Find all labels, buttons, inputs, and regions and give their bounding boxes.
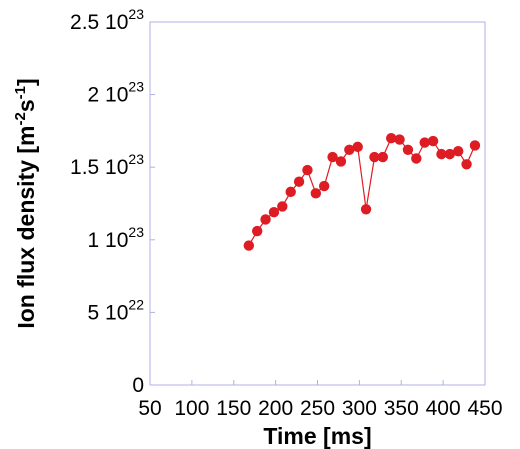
x-tick-label: 50 — [138, 397, 161, 420]
data-point — [369, 151, 380, 163]
data-point — [344, 144, 355, 155]
data-point — [327, 151, 338, 163]
x-tick-label: 400 — [426, 397, 461, 420]
y-tick-label: 5 1022 — [88, 296, 145, 324]
data-point — [436, 148, 447, 160]
data-point — [402, 144, 414, 155]
y-axis-title-suffix: ] — [13, 78, 39, 86]
y-axis-title-exp2: -1 — [12, 86, 29, 99]
y-tick-label: 2.5 1023 — [70, 6, 144, 34]
data-point — [319, 180, 330, 192]
data-point — [461, 159, 472, 170]
series-layer — [243, 132, 481, 251]
data-point — [352, 141, 363, 153]
x-axis-ticks: 50 100 150 200 250 300 350 400 450 — [138, 380, 503, 420]
y-axis-title-mid: s — [13, 99, 39, 112]
x-tick-label: 150 — [216, 397, 251, 420]
x-tick-label: 250 — [300, 397, 335, 420]
data-point — [394, 134, 405, 145]
data-point — [386, 132, 397, 144]
data-point — [444, 148, 456, 160]
y-tick-label: 1.5 1023 — [70, 151, 144, 179]
x-tick-label: 450 — [467, 397, 502, 420]
data-point — [260, 214, 271, 225]
series-line — [248, 137, 476, 246]
data-point — [277, 201, 288, 212]
data-point — [427, 135, 439, 147]
data-point — [335, 156, 347, 167]
data-point — [285, 186, 296, 198]
x-tick-label: 350 — [384, 397, 419, 420]
data-point — [293, 176, 305, 187]
data-point — [268, 207, 280, 218]
x-tick-label: 300 — [342, 397, 377, 420]
x-axis-title: Time [ms] — [263, 423, 371, 449]
y-axis-title-prefix: Ion flux density [m — [13, 125, 39, 328]
data-point — [411, 153, 422, 164]
data-point — [419, 137, 430, 148]
plot-frame — [149, 21, 486, 386]
y-tick-label: 2 1023 — [88, 79, 145, 107]
data-point — [243, 240, 255, 251]
data-point — [360, 204, 372, 215]
y-axis-title: Ion flux density [m-2s-1] — [12, 78, 39, 328]
data-point — [310, 188, 322, 199]
x-tick-label: 100 — [174, 397, 209, 420]
data-point — [302, 164, 313, 176]
data-point — [453, 146, 464, 157]
x-tick-label: 200 — [258, 397, 293, 420]
y-tick-label: 0 — [132, 374, 144, 397]
data-point — [252, 225, 263, 237]
data-point — [469, 140, 481, 151]
y-axis-ticks: 0 5 1022 1 1023 1.5 1023 2 1023 2.5 1023 — [70, 6, 155, 397]
y-axis-title-exp1: -2 — [12, 112, 29, 125]
y-tick-label: 1 1023 — [88, 224, 145, 252]
data-point — [377, 151, 389, 163]
